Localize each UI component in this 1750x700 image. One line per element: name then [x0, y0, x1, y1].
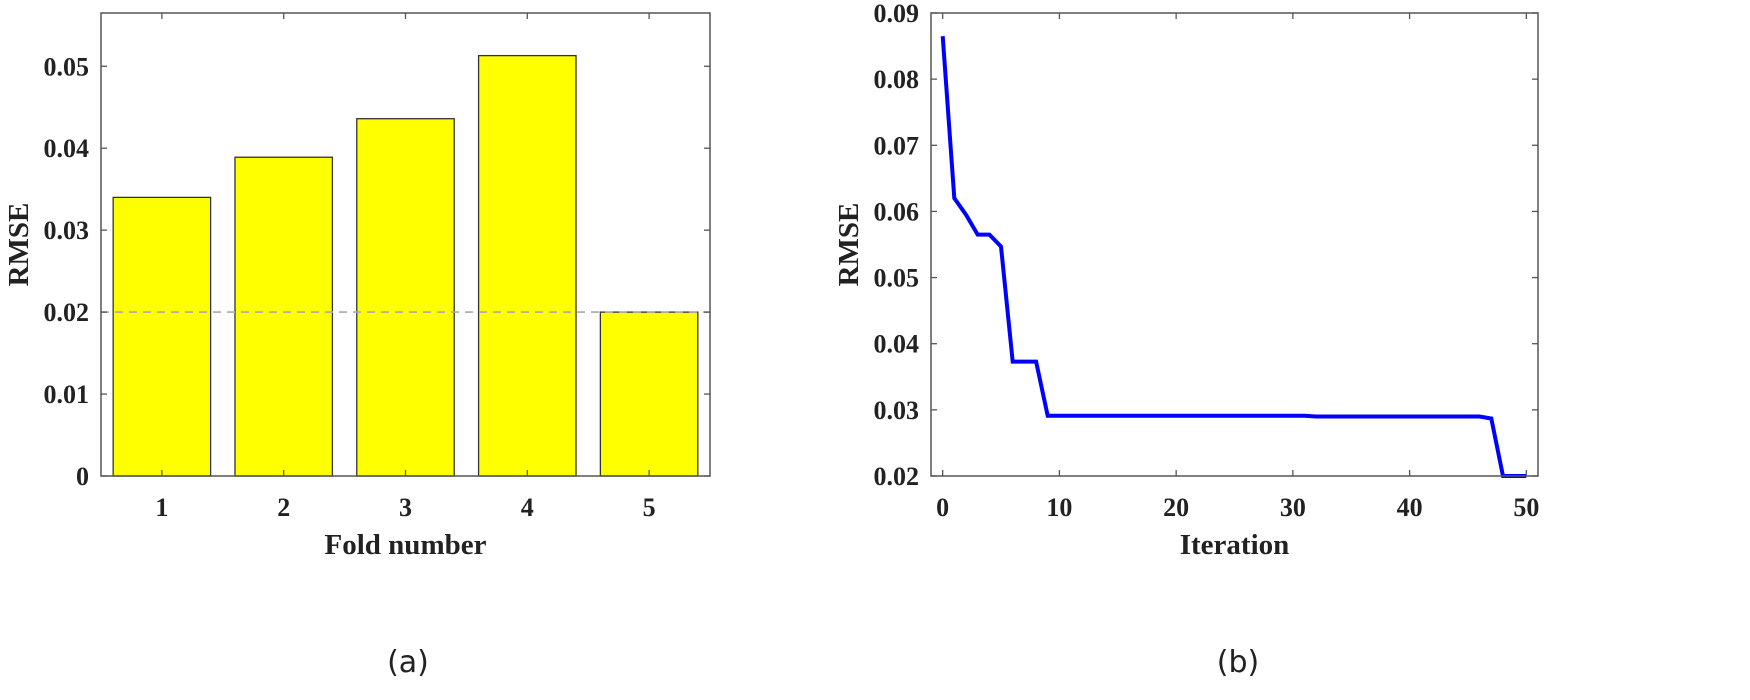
y-tick-label: 0.07: [874, 131, 920, 160]
bar-series: [112, 54, 699, 477]
y-tick-label: 0.03: [44, 216, 90, 245]
y-tick-label: 0.04: [44, 134, 90, 163]
y-tick-label: 0: [76, 462, 89, 491]
y-axis-label: RMSE: [3, 203, 35, 287]
y-tick-label: 0.05: [44, 52, 90, 81]
x-tick-label: 2: [277, 493, 290, 522]
y-tick-label: 0.09: [874, 0, 920, 28]
y-tick-label: 0.05: [874, 264, 920, 293]
x-axis-label: Iteration: [1180, 529, 1290, 561]
y-tick-label: 0.02: [874, 462, 920, 491]
x-tick-label: 3: [399, 493, 412, 522]
x-tick-label: 40: [1397, 493, 1423, 522]
y-axis-label: RMSE: [833, 203, 865, 287]
y-tick-label: 0.01: [44, 380, 90, 409]
bar: [356, 118, 455, 477]
x-tick-label: 0: [936, 493, 949, 522]
y-tick-label: 0.03: [874, 396, 920, 425]
y-tick-label: 0.02: [44, 298, 90, 327]
y-tick-label: 0.08: [874, 65, 920, 94]
bar: [477, 54, 577, 477]
x-axis-ticks: 0 10 20 30 40 50: [936, 13, 1539, 522]
x-tick-label: 10: [1046, 493, 1072, 522]
bar: [112, 196, 212, 477]
x-tick-label: 50: [1513, 493, 1539, 522]
y-tick-label: 0.04: [874, 330, 920, 359]
x-tick-label: 4: [521, 493, 534, 522]
bar: [234, 156, 334, 477]
axes-frame: [930, 12, 1539, 477]
y-axis-ticks: 0 0.01 0.02 0.03 0.04 0.05: [44, 52, 710, 491]
panel-label: (b): [1217, 645, 1259, 680]
x-tick-label: 20: [1163, 493, 1189, 522]
rmse-line: [940, 36, 1527, 478]
panel-label: (a): [387, 645, 429, 680]
x-tick-label: 30: [1280, 493, 1306, 522]
y-axis-ticks: 0.02 0.03 0.04 0.05 0.06 0.07 0.08 0.09: [874, 0, 1538, 491]
x-tick-label: 5: [643, 493, 656, 522]
x-axis-ticks: 1 2 3 4 5: [155, 13, 656, 522]
line-chart-panel: 0.02 0.03 0.04 0.05 0.06 0.07 0.08 0.09 0 10 20 30…: [833, 0, 1539, 680]
bar: [599, 311, 699, 477]
y-tick-label: 0.06: [874, 197, 920, 226]
x-tick-label: 1: [155, 493, 168, 522]
x-axis-label: Fold number: [325, 529, 487, 561]
